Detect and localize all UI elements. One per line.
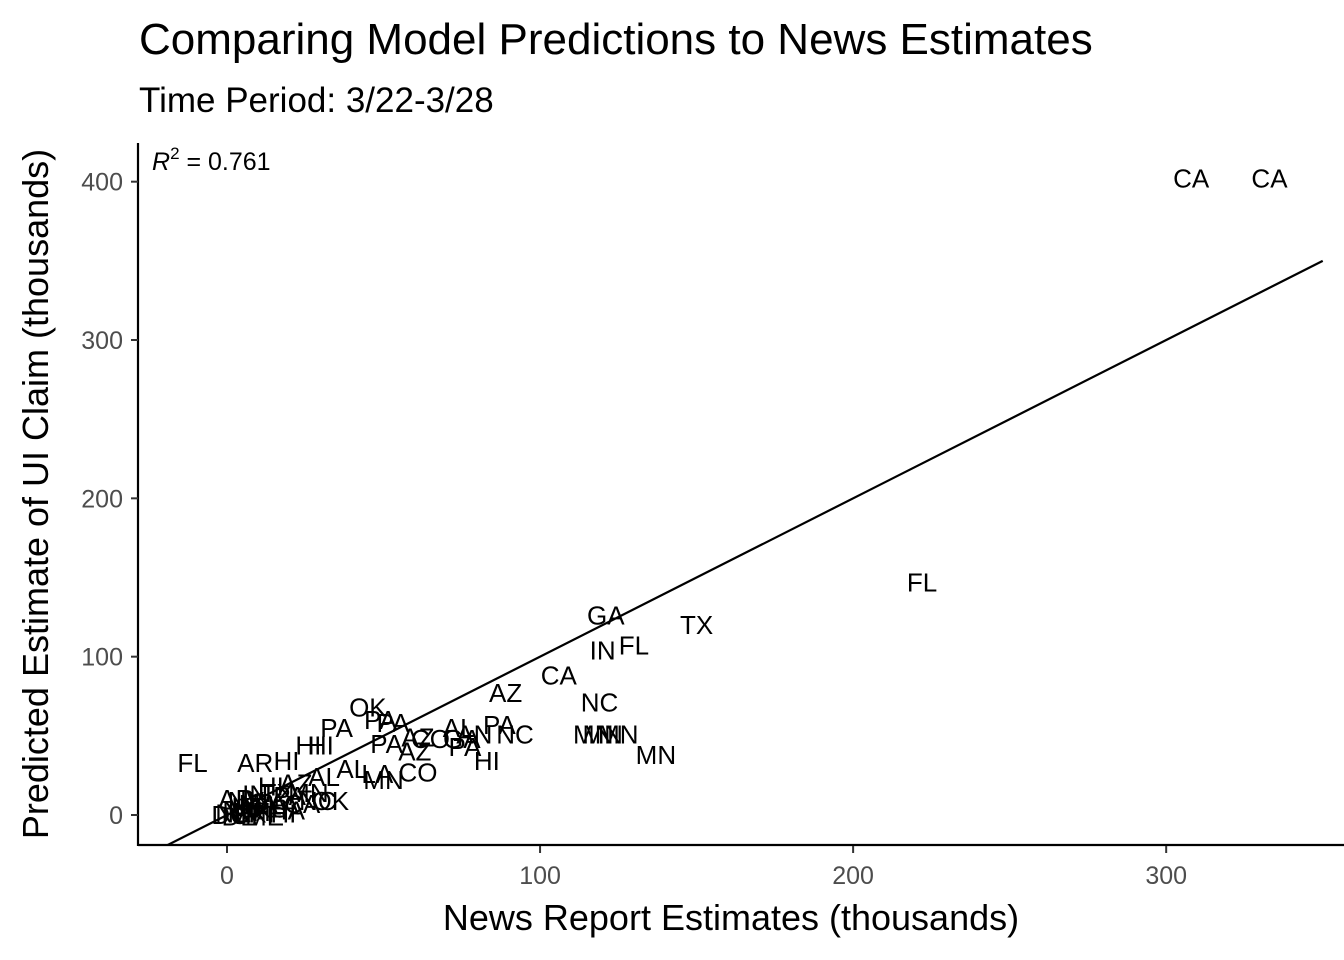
x-tick-label: 0 — [220, 862, 234, 890]
state-point-label: CA — [284, 789, 321, 819]
x-tick-label: 200 — [832, 862, 874, 890]
state-point-label: AZ — [401, 722, 434, 752]
state-point-label: GA — [443, 724, 481, 754]
state-point-label: HI — [273, 746, 299, 776]
state-point-label: PA — [449, 732, 482, 762]
state-point-label: MN — [636, 740, 676, 770]
state-point-label: CA — [1173, 164, 1210, 194]
state-point-label: FL — [619, 631, 649, 661]
state-point-label: CA — [541, 661, 578, 691]
state-point-label: NC — [496, 719, 534, 749]
state-point-label: AN — [456, 719, 492, 749]
state-point-label: AR — [237, 748, 273, 778]
reference-line-layer — [165, 259, 1324, 845]
y-tick-label: 400 — [81, 169, 123, 197]
state-point-label: AL — [443, 713, 475, 743]
state-point-label: CO — [411, 724, 450, 754]
state-point-label: OK — [349, 692, 387, 722]
state-point-label: ME — [245, 802, 284, 832]
state-point-label: DC — [211, 800, 249, 830]
state-point-label: NV — [228, 786, 265, 816]
state-point-label: DE — [221, 802, 257, 832]
state-point-label: NM — [222, 795, 262, 825]
state-point-label: NE — [215, 798, 251, 828]
state-point-label: HI — [270, 798, 296, 828]
state-point-label: TX — [680, 610, 713, 640]
y-axis-ticks: 0 100 200 300 400 — [81, 169, 138, 830]
state-point-label: HI — [295, 730, 321, 760]
state-point-label: IA — [280, 795, 305, 825]
state-point-label: LA — [267, 791, 299, 821]
state-point-label: MN — [582, 719, 622, 749]
state-point-label: FL — [177, 748, 207, 778]
state-point-label: TX — [260, 778, 293, 808]
x-axis-ticks: 0 100 200 300 — [220, 846, 1187, 890]
chart-title: Comparing Model Predictions to News Esti… — [139, 15, 1093, 64]
state-point-label: AR — [218, 784, 254, 814]
state-point-label: HI — [474, 746, 500, 776]
state-point-label: KS — [253, 794, 288, 824]
state-point-label: AZ — [279, 768, 312, 798]
state-point-label: NC — [581, 688, 619, 718]
state-point-label: NH — [233, 797, 271, 827]
state-point-label: MN — [288, 778, 328, 808]
state-point-label: CA — [1251, 164, 1288, 194]
state-point-label: PA — [320, 713, 353, 743]
x-axis-title: News Report Estimates (thousands) — [443, 897, 1019, 938]
y-tick-label: 300 — [81, 327, 123, 355]
y-tick-label: 200 — [81, 485, 123, 513]
state-point-label: NC — [299, 786, 337, 816]
state-point-label: GA — [587, 601, 625, 631]
state-point-label: FL — [907, 567, 937, 597]
state-point-label: PA — [377, 708, 410, 738]
state-point-label: MN — [573, 719, 613, 749]
y-tick-label: 100 — [81, 644, 123, 672]
y-tick-label: 0 — [109, 802, 123, 830]
state-point-label: LA — [361, 759, 393, 789]
state-point-label: AZ — [489, 678, 522, 708]
chart-subtitle: Time Period: 3/22-3/28 — [139, 81, 494, 120]
state-point-label: HI — [258, 772, 284, 802]
state-point-label: VT — [229, 800, 262, 830]
state-point-label: MN — [363, 765, 403, 795]
x-tick-label: 300 — [1145, 862, 1187, 890]
state-point-label: UT — [232, 792, 267, 822]
state-point-label: AZ — [398, 737, 431, 767]
state-point-label: GA — [249, 787, 287, 817]
state-point-label: IN — [590, 635, 616, 665]
state-point-label: PA — [273, 781, 306, 811]
state-point-label: IN — [242, 779, 268, 809]
state-point-label: MN — [598, 719, 638, 749]
y-axis-title: Predicted Estimate of UI Claim (thousand… — [15, 149, 56, 839]
state-point-label: OK — [312, 786, 350, 816]
state-point-label: CO — [398, 757, 437, 787]
state-point-label: AL — [336, 754, 368, 784]
state-point-label: AL — [308, 762, 340, 792]
identity-reference-line — [165, 259, 1324, 845]
state-point-label: PA — [370, 729, 403, 759]
r-squared-annotation: R2 = 0.761 — [152, 144, 271, 176]
state-point-label: MA — [239, 789, 279, 819]
state-point-label: HI — [308, 730, 334, 760]
state-point-label: PA — [483, 710, 516, 740]
state-point-label: RI — [248, 798, 274, 828]
x-tick-label: 100 — [519, 862, 561, 890]
state-point-label: PA — [364, 705, 397, 735]
